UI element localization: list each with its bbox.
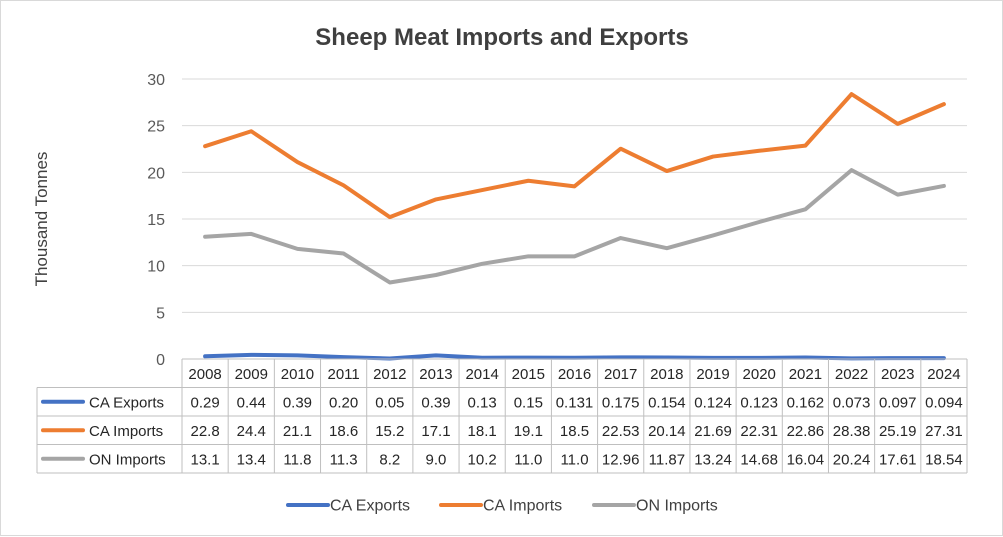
table-cell-value: 0.15 — [514, 394, 543, 411]
x-tick-label: 2012 — [373, 366, 406, 383]
y-tick-label: 25 — [147, 119, 165, 136]
table-cell-value: 0.44 — [237, 394, 266, 411]
legend-label: CA Imports — [483, 498, 562, 515]
x-tick-label: 2018 — [650, 366, 683, 383]
legend: CA Exports CA Imports ON Imports — [286, 498, 718, 515]
x-tick-label: 2013 — [419, 366, 452, 383]
table-cell-value: 28.38 — [833, 423, 871, 440]
table-cell-value: 13.1 — [190, 451, 219, 468]
table-cell-value: 20.14 — [648, 423, 686, 440]
table-cell-value: 13.4 — [237, 451, 266, 468]
table-cell-value: 22.53 — [602, 423, 640, 440]
table-cell-value: 27.31 — [925, 423, 963, 440]
table-cell-value: 8.2 — [379, 451, 400, 468]
table-cell-value: 22.86 — [787, 423, 825, 440]
table-cell-value: 24.4 — [237, 423, 266, 440]
table-cell-value: 19.1 — [514, 423, 543, 440]
table-cell-value: 0.123 — [740, 394, 778, 411]
table-cell-value: 17.1 — [421, 423, 450, 440]
table-cell-value: 0.131 — [556, 394, 594, 411]
table-cell-value: 0.162 — [787, 394, 825, 411]
table-cell-value: 16.04 — [787, 451, 825, 468]
table-cell-value: 15.2 — [375, 423, 404, 440]
series-lines — [203, 92, 946, 361]
y-tick-label: 0 — [156, 352, 165, 369]
table-cell-value: 11.0 — [514, 451, 542, 468]
table-cell-value: 21.1 — [283, 423, 312, 440]
x-tick-label: 2024 — [927, 366, 960, 383]
x-tick-label: 2020 — [743, 366, 776, 383]
table-cell-value: 0.39 — [283, 394, 312, 411]
table-cell-value: 21.69 — [694, 423, 732, 440]
table-cell-value: 22.8 — [190, 423, 219, 440]
table-cell-value: 0.39 — [421, 394, 450, 411]
table-cell-value: 0.073 — [833, 394, 871, 411]
table-cell-value: 20.24 — [833, 451, 871, 468]
table-cell-value: 9.0 — [426, 451, 447, 468]
table-cell-value: 14.68 — [740, 451, 778, 468]
series-line — [203, 92, 946, 220]
table-cell-value: 18.6 — [329, 423, 358, 440]
x-tick-label: 2010 — [281, 366, 314, 383]
chart-title: Sheep Meat Imports and Exports — [315, 24, 688, 51]
table-series-name: ON Imports — [89, 451, 166, 468]
table-cell-value: 13.24 — [694, 451, 732, 468]
table-cell-value: 25.19 — [879, 423, 917, 440]
x-tick-label: 2022 — [835, 366, 868, 383]
table-cell-value: 0.175 — [602, 394, 640, 411]
table-series-name: CA Imports — [89, 423, 163, 440]
table-cell-value: 22.31 — [740, 423, 778, 440]
table-cell-value: 0.154 — [648, 394, 686, 411]
x-tick-label: 2015 — [512, 366, 545, 383]
table-cell-value: 0.097 — [879, 394, 917, 411]
table-cell-value: 18.5 — [560, 423, 589, 440]
x-tick-label: 2023 — [881, 366, 914, 383]
table-series-name: CA Exports — [89, 394, 164, 411]
x-tick-label: 2009 — [235, 366, 268, 383]
x-tick-label: 2019 — [696, 366, 729, 383]
y-tick-label: 15 — [147, 212, 165, 229]
table-cell-value: 0.124 — [694, 394, 732, 411]
table-cell-value: 11.3 — [330, 451, 358, 468]
table-cell-value: 12.96 — [602, 451, 640, 468]
table-cell-value: 17.61 — [879, 451, 917, 468]
table-cell-value: 0.094 — [925, 394, 963, 411]
x-tick-label: 2011 — [327, 366, 359, 383]
y-tick-label: 20 — [147, 165, 165, 182]
table-cell-value: 0.05 — [375, 394, 404, 411]
table-cell-value: 11.8 — [283, 451, 311, 468]
table-cell-value: 0.20 — [329, 394, 358, 411]
series-line — [203, 352, 946, 361]
x-tick-label: 2014 — [465, 366, 498, 383]
table-cell-value: 11.0 — [560, 451, 588, 468]
y-tick-label: 30 — [147, 72, 165, 89]
gridlines — [182, 78, 967, 313]
table-cell-value: 0.29 — [190, 394, 219, 411]
table-cell-value: 0.13 — [468, 394, 497, 411]
x-tick-label: 2021 — [789, 366, 822, 383]
y-axis-label: Thousand Tonnes — [32, 152, 51, 287]
data-table: 2008 2009 2010 2011 2012 2013 2014 2015 2016 2017… — [36, 358, 968, 474]
x-tick-label: 2017 — [604, 366, 637, 383]
x-tick-label: 2008 — [188, 366, 221, 383]
y-axis-ticks: 0 5 10 15 20 25 30 — [147, 72, 165, 369]
table-cell-value: 11.87 — [649, 451, 685, 468]
y-tick-label: 10 — [147, 259, 165, 276]
legend-label: ON Imports — [636, 498, 718, 515]
table-cell-value: 18.54 — [925, 451, 963, 468]
legend-label: CA Exports — [330, 498, 410, 515]
y-tick-label: 5 — [156, 305, 165, 322]
series-line — [203, 168, 946, 285]
table-cell-value: 10.2 — [468, 451, 497, 468]
table-cell-value: 18.1 — [468, 423, 497, 440]
x-tick-label: 2016 — [558, 366, 591, 383]
